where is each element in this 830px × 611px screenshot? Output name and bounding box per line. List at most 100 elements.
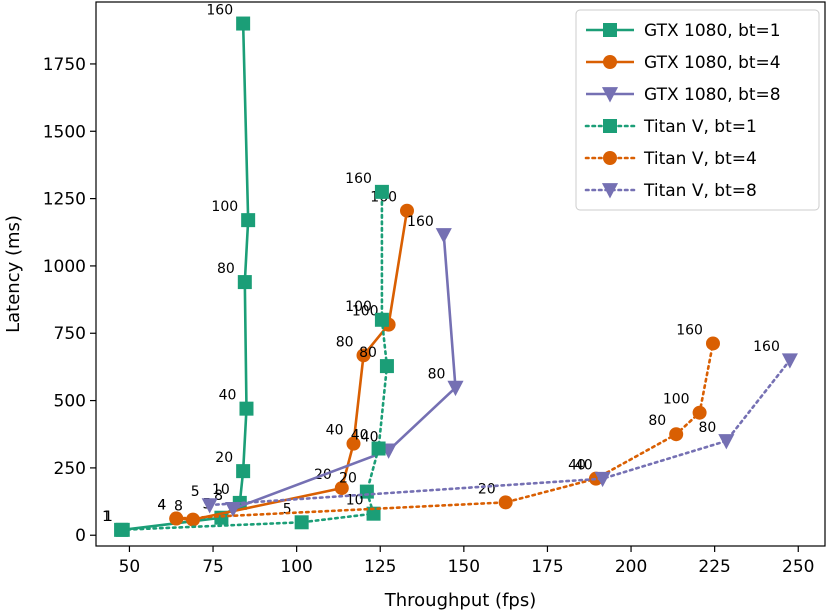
point-label: 80 [648, 413, 666, 429]
series-line [119, 190, 389, 532]
legend-entry: Titan V, bt=4 [584, 149, 757, 169]
y-tick-label: 0 [75, 526, 86, 546]
data-point [594, 471, 611, 488]
series-line [208, 358, 792, 507]
point-label: 5 [283, 501, 292, 517]
point-label: 100 [345, 299, 372, 315]
data-point [114, 522, 129, 537]
y-tick-label: 1750 [43, 55, 86, 75]
data-point [781, 353, 798, 369]
legend-entry: Titan V, bt=1 [584, 117, 757, 137]
series-line [174, 342, 715, 520]
series-6: 5 40 80 160 [191, 339, 798, 514]
point-label: 1 [104, 509, 113, 525]
point-label: 8 [174, 499, 183, 515]
legend-label: GTX 1080, bt=8 [644, 85, 781, 105]
legend-marker [601, 183, 619, 199]
y-axis-label: Latency (ms) [3, 215, 24, 333]
data-point [185, 512, 200, 527]
point-label: 5 [191, 484, 200, 500]
data-point [374, 312, 389, 327]
point-label: 20 [478, 481, 496, 497]
data-point [359, 484, 374, 499]
data-point [399, 203, 414, 218]
legend-marker [603, 23, 617, 37]
point-label: 160 [407, 214, 434, 230]
point-label: 160 [753, 339, 780, 355]
point-label: 40 [351, 428, 369, 444]
legend-marker [603, 151, 617, 165]
point-label: 10 [346, 493, 364, 509]
data-point [692, 405, 707, 420]
series-3: 8 40 80 160 [214, 214, 464, 518]
data-point [371, 441, 386, 456]
data-point [346, 436, 361, 451]
series-5: 4 20 40 80 100 160 [157, 322, 720, 526]
y-tick-label: 250 [54, 459, 86, 479]
x-tick-label: 225 [698, 557, 730, 577]
legend-box [575, 9, 820, 211]
point-label: 40 [219, 388, 237, 404]
axes: 50 75 100 125 150 175 200 225 250 0 250 500 750 1000 1… [43, 1, 826, 577]
legend-label: Titan V, bt=1 [643, 117, 757, 137]
data-point [334, 481, 349, 496]
data-point [379, 359, 394, 374]
series-1: 1 5 10 20 40 80 100 160 [104, 3, 256, 537]
x-tick-label: 75 [202, 557, 224, 577]
point-label: 80 [217, 261, 235, 277]
data-point [241, 213, 256, 228]
point-label: 1 [102, 509, 111, 525]
data-point [435, 228, 452, 244]
x-tick-label: 100 [280, 557, 312, 577]
data-point [294, 515, 309, 530]
series-2: 48204080100160 [157, 190, 414, 527]
point-label: 160 [345, 171, 372, 187]
legend-label: GTX 1080, bt=4 [644, 53, 781, 73]
point-label: 80 [699, 420, 717, 436]
data-point [669, 427, 684, 442]
legend-entry: GTX 1080, bt=1 [586, 21, 781, 41]
legend-entry: GTX 1080, bt=8 [586, 85, 781, 105]
point-label: 160 [676, 322, 703, 338]
data-point [225, 501, 242, 518]
point-label: 100 [352, 304, 379, 320]
data-point [201, 498, 218, 514]
legend-marker [601, 87, 619, 103]
series-4: 1 5 10 20 40 80 100 160 [102, 171, 394, 537]
point-label: 8 [214, 488, 223, 504]
legend-label: Titan V, bt=4 [643, 149, 757, 169]
data-point [356, 348, 371, 363]
data-point [237, 275, 252, 290]
data-point [169, 511, 184, 526]
y-tick-label: 500 [54, 392, 86, 412]
data-point [366, 506, 381, 521]
point-label: 4 [157, 498, 166, 514]
point-label: 80 [428, 367, 446, 383]
point-label: 40 [361, 429, 379, 445]
series-line [232, 234, 457, 511]
point-label: 4 [157, 498, 166, 514]
point-label: 40 [575, 458, 593, 474]
point-label: 100 [663, 392, 690, 408]
data-point [236, 464, 251, 479]
data-point [236, 16, 251, 31]
y-tick-label: 1250 [43, 190, 86, 210]
x-tick-label: 250 [782, 557, 814, 577]
plot-frame [95, 1, 826, 547]
x-tick-label: 200 [615, 557, 647, 577]
data-point [718, 434, 735, 450]
y-tick-label: 750 [54, 324, 86, 344]
point-label: 40 [326, 423, 344, 439]
data-point [705, 336, 720, 351]
legend-entry: GTX 1080, bt=4 [586, 53, 781, 73]
x-tick-label: 175 [531, 557, 563, 577]
point-label: 80 [359, 345, 377, 361]
x-tick-label: 150 [448, 557, 480, 577]
legend: GTX 1080, bt=1 GTX 1080, bt=4 GTX 1080, bt… [575, 9, 820, 211]
point-label: 40 [568, 458, 586, 474]
legend-label: GTX 1080, bt=1 [644, 21, 781, 41]
legend-entry: Titan V, bt=8 [584, 181, 757, 201]
data-point [239, 401, 254, 416]
legend-marker [603, 55, 617, 69]
